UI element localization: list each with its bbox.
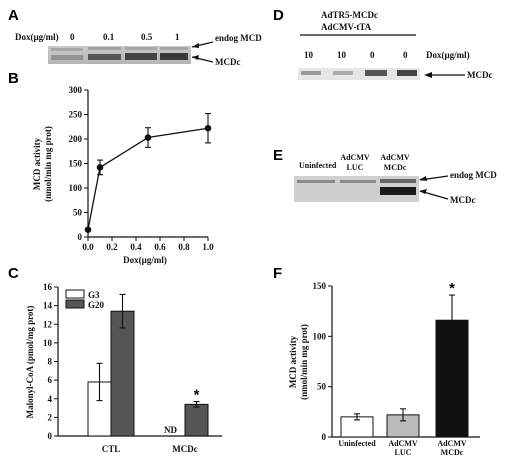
panel-a-dose-2: 0.5 <box>141 32 153 42</box>
panel-e-blot <box>294 176 419 202</box>
panel-e-lane-2b: MCDc <box>384 163 407 172</box>
panel-c-ytick-label: 12 <box>43 319 53 329</box>
panel-label-c: C <box>8 265 19 282</box>
panel-a-dose-1: 0.1 <box>103 32 115 42</box>
panel-f-ytick-label: 150 <box>313 281 327 291</box>
panel-f-chart: 0 50 100 150 MCD activity (nmol/min mg prot) U… <box>288 280 480 457</box>
arrowhead-icon <box>192 43 199 48</box>
panel-f-category-label: AdCMV <box>388 439 418 448</box>
panel-b-ytick-label: 100 <box>69 183 83 193</box>
panel-label-a: A <box>8 7 19 24</box>
panel-b-ytick-label: 150 <box>69 159 83 169</box>
panel-e-lane-1b: LUC <box>347 163 364 172</box>
panel-d-dose-3: 0 <box>403 50 408 60</box>
panel-b-xtick-label: 1.0 <box>202 242 214 252</box>
panel-c-category-label: CTL <box>102 444 121 454</box>
panel-label-b: B <box>8 70 19 87</box>
panel-c-legend-label: G3 <box>88 290 100 300</box>
panel-d-dose-1: 10 <box>337 50 347 60</box>
panel-c-ylabel: Malonyl-CoA (pmol/mg prot) <box>25 306 35 419</box>
panel-c-chart: 0 2 4 6 8 10 12 14 16 Malonyl-CoA (pmol/mg prot) C… <box>25 282 222 454</box>
panel-a-dose-title: Dox(µg/ml) <box>15 32 59 42</box>
panel-b-ylabel-2: (nmol/min mg prot) <box>43 126 53 202</box>
panel-c-bar <box>110 310 135 437</box>
panel-b-xtick-label: 0.0 <box>82 242 94 252</box>
panel-c-sig-mark: * <box>194 387 200 404</box>
panel-d-band-mcdc: MCDc <box>467 70 493 80</box>
panel-label-f: F <box>273 265 282 282</box>
panel-c-ytick-label: 4 <box>48 394 53 404</box>
panel-b-point <box>96 164 104 171</box>
panel-e-lane-1a: AdCMV <box>340 153 370 162</box>
panel-e-lane-2a: AdCMV <box>380 153 410 162</box>
panel-f-category-label: LUC <box>395 448 412 457</box>
panel-f-ylabel-1: MCD activity <box>288 335 298 388</box>
panel-b-xtick-label: 0.4 <box>130 242 142 252</box>
panel-f-category-label: MCDc <box>441 448 464 457</box>
panel-d-construct-2: AdCMV-tTA <box>321 22 372 32</box>
panel-f-ytick-label: 0 <box>322 432 327 442</box>
panel-e-lane-0: Uninfected <box>299 161 337 170</box>
panel-a-band-mcdc: MCDc <box>215 57 241 67</box>
panel-a-dose-0: 0 <box>70 32 75 42</box>
panel-a-blot <box>48 46 191 64</box>
panel-b-chart: 0 50 100 150 200 250 300 0.0 0.2 0.4 0.6 0.8 1.0 Dox(… <box>32 85 214 265</box>
panel-c-ytick-label: 10 <box>43 338 53 348</box>
panel-b-point <box>204 124 212 132</box>
panel-d-dose-2: 0 <box>370 50 375 60</box>
panel-a-band-endog: endog MCD <box>215 33 262 43</box>
panel-c-ytick-label: 16 <box>43 282 53 292</box>
arrowhead-icon <box>192 55 199 60</box>
arrowhead-icon <box>419 176 427 181</box>
panel-d-construct-1: AdTR5-MCDc <box>321 10 378 20</box>
panel-c-ytick-label: 8 <box>48 357 53 367</box>
panel-b-ytick-label: 50 <box>73 208 83 218</box>
panel-d-blot <box>298 68 420 80</box>
panel-e-band-mcdc: MCDc <box>450 195 476 205</box>
panel-f-category-label: AdCMV <box>437 439 467 448</box>
panel-c-nd-label: ND <box>164 425 177 435</box>
panel-b-ylabel-1: MCD activity <box>32 137 42 190</box>
arrowhead-icon <box>424 72 432 78</box>
panel-b-ytick-label: 200 <box>69 134 83 144</box>
panel-f-ytick-label: 100 <box>313 331 327 341</box>
panel-b-series-line <box>87 127 209 230</box>
panel-c-bar <box>184 403 209 437</box>
panel-b-point <box>84 226 92 233</box>
panel-c-category-label: MCDc <box>172 444 198 454</box>
arrowhead-icon <box>419 189 427 194</box>
panel-b-ytick-label: 0 <box>78 232 83 242</box>
panel-f-sig-mark: * <box>449 280 455 297</box>
panel-b-xtick-label: 0.2 <box>106 242 118 252</box>
panel-b-xtick-label: 0.6 <box>154 242 166 252</box>
panel-c-legend-label: G20 <box>88 300 105 310</box>
panel-e-band-endog: endog MCD <box>450 170 497 180</box>
panel-b-point <box>144 134 152 141</box>
panel-d-dose-title: Dox(µg/ml) <box>426 50 470 60</box>
panel-b-xtick-label: 0.8 <box>178 242 190 252</box>
panel-c-ytick-label: 2 <box>48 412 53 422</box>
panel-d-dose-0: 10 <box>304 50 314 60</box>
panel-a-dose-3: 1 <box>175 32 180 42</box>
panel-c-legend-swatch <box>65 289 85 299</box>
panel-f-ylabel-2: (nmol/min mg prot) <box>299 324 309 400</box>
panel-c-ytick-label: 6 <box>48 375 53 385</box>
panel-c-legend-swatch <box>65 299 85 309</box>
panel-b-ytick-label: 300 <box>69 85 83 95</box>
panel-f-category-label: Uninfected <box>338 439 376 448</box>
panel-label-e: E <box>273 147 283 164</box>
panel-b-ytick-label: 250 <box>69 110 83 120</box>
panel-b-xlabel: Dox(µg/ml) <box>123 255 167 265</box>
panel-f-ytick-label: 50 <box>317 382 327 392</box>
panel-c-ytick-label: 0 <box>48 431 53 441</box>
panel-label-d: D <box>273 7 284 24</box>
panel-c-ytick-label: 14 <box>43 301 53 311</box>
